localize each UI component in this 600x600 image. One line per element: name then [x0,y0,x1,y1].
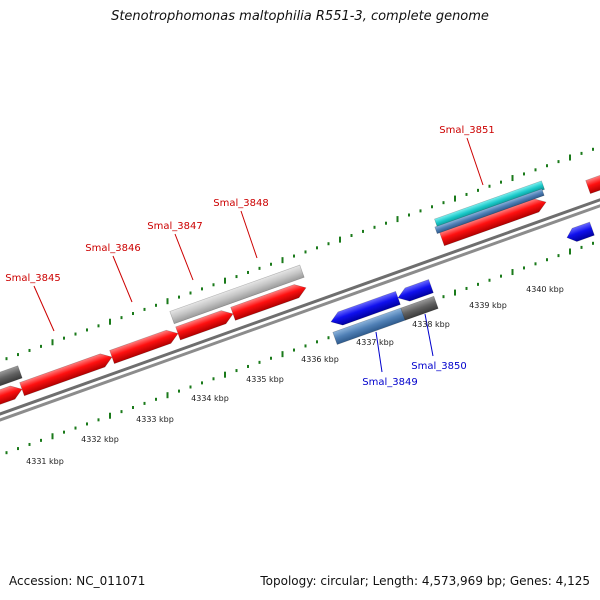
scale-label: 4332 kbp [81,435,119,444]
scale-label: 4339 kbp [469,301,507,310]
gene-box[interactable] [400,295,439,321]
cds-arrow[interactable] [19,350,115,397]
cds-arrow[interactable] [109,327,181,364]
map-title: Stenotrophomonas maltophilia R551-3, com… [111,9,489,24]
genome-summary-text: Topology: circular; Length: 4,573,969 bp… [260,574,590,588]
gene-leader-line [174,233,194,281]
cds-arrow[interactable] [329,290,401,328]
gene-leader-line [375,331,383,373]
gene-label[interactable]: Smal_3847 [147,221,202,232]
gene-box[interactable] [434,188,545,235]
gene-labels: Smal_3845 Smal_3846 Smal_3847 Smal_3848 Smal… [5,125,494,388]
cds-arrow[interactable] [230,281,309,321]
gene-box[interactable] [332,307,406,345]
gene-leader-line [112,255,133,303]
scale-label: 4331 kbp [26,457,64,466]
scale-label: 4335 kbp [246,375,284,384]
gene-label[interactable]: Smal_3846 [85,243,140,254]
gene-box[interactable] [0,365,23,390]
gene-label[interactable]: Smal_3845 [5,273,60,284]
gene-features [0,171,600,408]
genome-backbone [0,198,600,422]
gene-box[interactable] [434,180,545,228]
cds-arrow[interactable] [585,171,600,195]
gene-leader-line [424,313,434,357]
cds-arrow[interactable] [565,221,595,244]
backbone-line [0,204,600,422]
gene-leader-line [33,285,55,332]
gene-label[interactable]: Smal_3851 [439,125,494,136]
cds-arrow[interactable] [0,383,24,408]
scale-label: 4334 kbp [191,394,229,403]
gene-label[interactable]: Smal_3850 [411,361,466,372]
scale-label: 4333 kbp [136,415,174,424]
gene-label[interactable]: Smal_3849 [362,377,417,388]
scale-labels: 4331 kbp 4332 kbp 4333 kbp 4334 kbp 4335 kbp… [26,285,564,466]
scale-label: 4336 kbp [301,355,339,364]
cds-arrow[interactable] [396,279,434,305]
scale-label: 4337 kbp [356,338,394,347]
scale-label: 4340 kbp [526,285,564,294]
accession-text: Accession: NC_011071 [9,574,146,588]
cds-arrow[interactable] [175,307,236,341]
gene-label[interactable]: Smal_3848 [213,198,268,209]
tick-marks [5,147,594,455]
backbone-line [0,198,600,416]
gene-box[interactable] [169,264,305,325]
scale-label: 4338 kbp [412,320,450,329]
gene-leader-line [240,210,258,259]
gene-leader-line [466,137,484,186]
